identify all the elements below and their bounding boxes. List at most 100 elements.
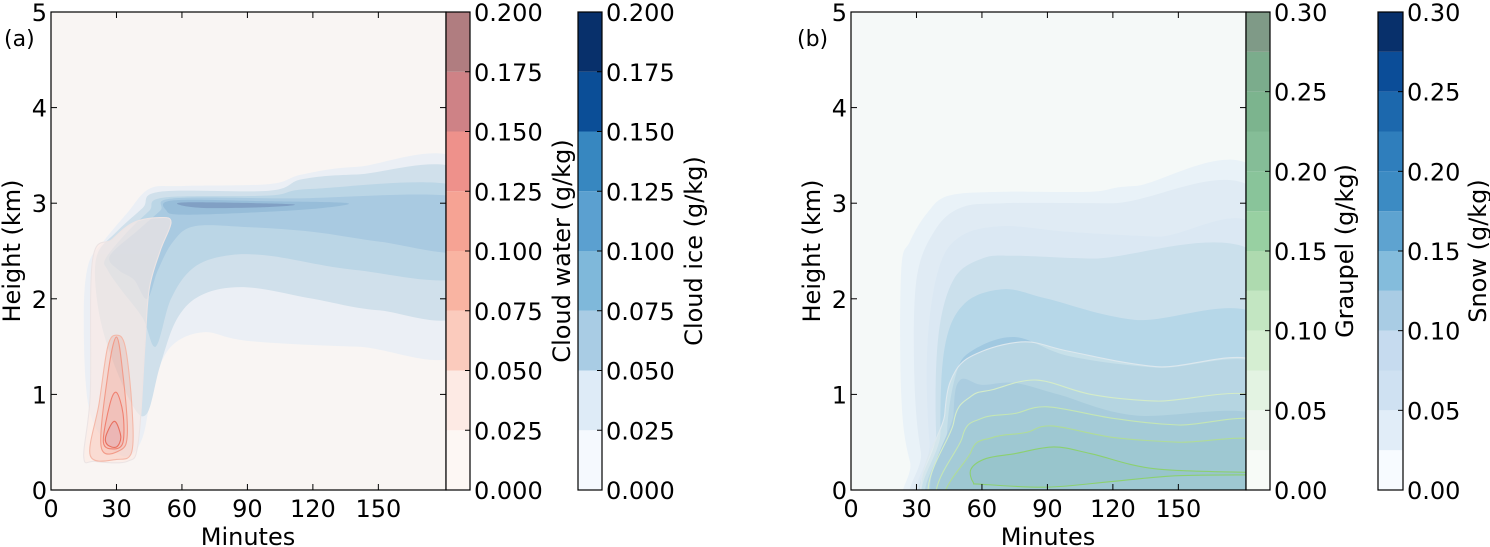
graupel-field: [920, 341, 1246, 490]
y-tick-label: 1: [32, 381, 47, 409]
y-tick-label: 1: [832, 381, 847, 409]
colorbar-tick-label: 0.200: [474, 0, 543, 27]
colorbar-band: [1378, 251, 1403, 291]
colorbar-band: [446, 370, 470, 431]
y-tick-label: 4: [32, 95, 47, 123]
colorbar-tick-label: 0.175: [606, 59, 675, 87]
colorbar-band: [578, 71, 602, 132]
panel-b-contour-plot: 0 30 60 90 120 150 0 1 2 3 4 5 (b) Minutes Height (…: [797, 0, 1490, 547]
x-tick-label: 120: [1090, 495, 1136, 523]
colorbar-band: [1246, 251, 1270, 291]
x-tick-label: 30: [901, 495, 932, 523]
y-tick-label: 2: [32, 286, 47, 314]
graupel-contour-0.025: [920, 341, 1246, 490]
colorbar-band: [446, 12, 470, 72]
colorbar-tick-label: 0.10: [1274, 318, 1327, 346]
cloud-water-contour-line-0.025: [83, 216, 172, 464]
cloud-ice-field: [83, 153, 446, 457]
y-tick-label: 3: [32, 190, 47, 218]
colorbar-cloud-ice: 0.000 0.025 0.050 0.075 0.100 0.125 0.150 0.175…: [577, 0, 675, 505]
colorbar-tick-label: 0.25: [1274, 79, 1327, 107]
colorbar-tick-label: 0.025: [474, 417, 543, 445]
colorbar-band: [578, 310, 602, 371]
colorbar-band: [1378, 330, 1403, 371]
colorbar-label-cloud-water: Cloud water (g/kg): [548, 139, 576, 362]
colorbar-band: [446, 251, 470, 311]
colorbar-graupel: 0.00 0.05 0.10 0.15 0.20 0.25 0.30: [1245, 0, 1327, 505]
colorbar-band: [1378, 450, 1403, 490]
colorbar-band: [446, 430, 470, 490]
colorbar-tick-label: 0.025: [606, 417, 675, 445]
colorbar-tick-label: 0.125: [606, 178, 675, 206]
colorbar-band: [1246, 171, 1270, 212]
colorbar-tick-label: 0.000: [606, 477, 675, 505]
colorbar-tick-label: 0.30: [1274, 0, 1327, 27]
colorbar-tick-label: 0.100: [474, 238, 543, 266]
colorbar-band: [1246, 211, 1270, 251]
y-tick-label: 3: [832, 190, 847, 218]
colorbar-band: [578, 430, 602, 490]
graupel-contour-line-0.075: [935, 406, 1246, 490]
colorbar-band: [578, 131, 602, 192]
x-tick-label: 0: [43, 495, 58, 523]
x-tick-label: 0: [843, 495, 858, 523]
colorbar-tick-label: 0.150: [474, 119, 543, 147]
colorbar-snow: 0.00 0.05 0.10 0.15 0.20 0.25 0.30: [1377, 0, 1460, 505]
colorbar-cloud-water: 0.000 0.025 0.050 0.075 0.100 0.125 0.150 0.175…: [445, 0, 543, 505]
x-tick-label: 90: [232, 495, 263, 523]
colorbar-band: [1378, 131, 1403, 172]
x-axis-label: Minutes: [1001, 523, 1095, 547]
graupel-contour-0.075: [936, 406, 1246, 490]
colorbar-band: [578, 191, 602, 251]
colorbar-band: [446, 191, 470, 251]
colorbar-label-snow: Snow (g/kg): [1464, 179, 1490, 323]
graupel-contour-line-0.1: [945, 425, 1246, 490]
colorbar-tick-label: 0.25: [1407, 79, 1460, 107]
colorbar-band: [1246, 370, 1270, 411]
colorbar-band: [1378, 12, 1403, 52]
colorbar-band: [1378, 410, 1403, 451]
x-tick-label: 60: [167, 495, 198, 523]
panel-a-contour-plot: 0 30 60 90 120 150 0 1 2 3 4 5 (a) Minutes Height (…: [0, 0, 708, 547]
colorbar-band: [1246, 330, 1270, 371]
colorbar-band: [1246, 450, 1270, 490]
colorbar-band: [1246, 410, 1270, 451]
colorbar-tick-label: 0.15: [1407, 238, 1460, 266]
cloud-ice-contour-0.1: [109, 194, 446, 299]
colorbar-band: [578, 251, 602, 311]
colorbar-band: [1246, 131, 1270, 172]
colorbar-label-graupel: Graupel (g/kg): [1331, 164, 1359, 338]
colorbar-tick-label: 0.075: [606, 298, 675, 326]
colorbar-tick-label: 0.050: [606, 358, 675, 386]
colorbar-tick-label: 0.05: [1274, 397, 1327, 425]
snow-contour-0.175: [930, 378, 1246, 490]
colorbar-band: [446, 71, 470, 132]
colorbar-tick-label: 0.100: [606, 238, 675, 266]
contour-fields: [83, 153, 446, 464]
cloud-water-contour-line-0.1: [102, 391, 125, 450]
colorbar-label-cloud-ice: Cloud ice (g/kg): [680, 156, 708, 346]
colorbar-tick-label: 0.20: [1407, 158, 1460, 186]
y-tick-label: 0: [32, 477, 47, 505]
y-axis-label: Height (km): [0, 180, 26, 323]
colorbar-band: [578, 12, 602, 72]
panel-label: (a): [4, 27, 35, 52]
y-tick-label: 5: [832, 0, 847, 27]
colorbar-band: [1378, 290, 1403, 331]
colorbar-band: [1378, 51, 1403, 92]
colorbar-band: [1378, 211, 1403, 251]
x-tick-label: 120: [290, 495, 336, 523]
x-tick-label: 150: [1155, 495, 1201, 523]
colorbar-tick-label: 0.075: [474, 298, 543, 326]
colorbar-band: [1246, 12, 1270, 52]
colorbar-tick-label: 0.175: [474, 59, 543, 87]
x-axis-label: Minutes: [201, 523, 295, 547]
colorbar-band: [578, 370, 602, 431]
colorbar-tick-label: 0.20: [1274, 158, 1327, 186]
y-tick-label: 0: [832, 477, 847, 505]
panel-label: (b): [797, 27, 828, 52]
cloud-water-contour-line-0.05: [89, 334, 134, 462]
cloud-water-contour-line-0.125: [104, 420, 122, 448]
cloud-ice-contour-0.15: [177, 202, 295, 209]
